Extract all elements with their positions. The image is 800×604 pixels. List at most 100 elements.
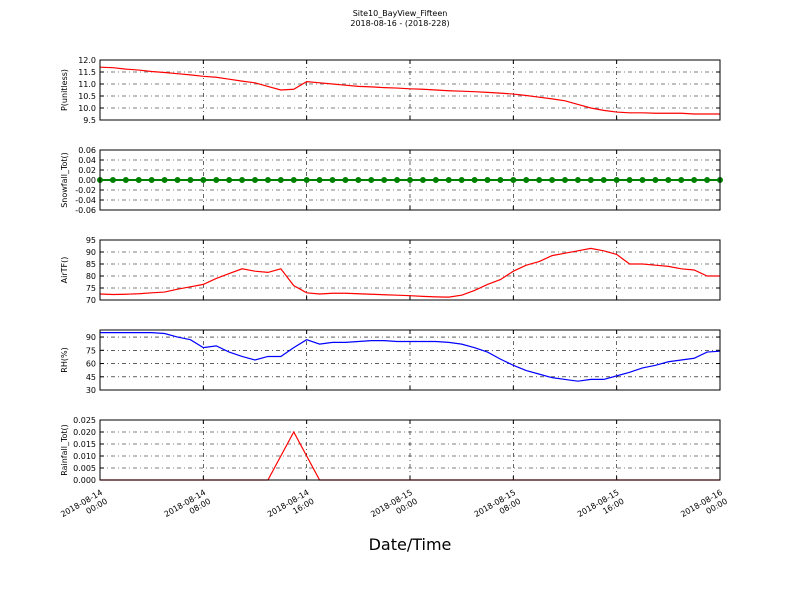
data-point — [109, 177, 116, 183]
y-tick-label: 75 — [86, 284, 96, 293]
data-point — [174, 177, 181, 183]
data-point — [355, 177, 362, 183]
x-tick-label: 2018-08-1416:00 — [266, 488, 316, 528]
y-tick-label: 0.06 — [78, 146, 96, 155]
data-point — [394, 177, 401, 183]
data-line — [100, 332, 721, 382]
data-point — [665, 177, 672, 183]
plot-frame — [99, 419, 721, 481]
y-tick-label: 0.005 — [73, 464, 96, 473]
x-tick-label: 2018-08-1400:00 — [59, 488, 109, 528]
plot-frame — [99, 239, 721, 301]
data-point — [277, 177, 284, 183]
data-point — [239, 177, 246, 183]
y-tick-label: 80 — [86, 272, 96, 281]
y-axis-label: P(unitless) — [60, 69, 69, 111]
y-tick-label: 0.020 — [73, 428, 96, 437]
y-tick-label: 90 — [86, 248, 96, 257]
data-point — [458, 177, 465, 183]
data-point — [303, 177, 310, 183]
data-point — [122, 177, 129, 183]
data-point — [213, 177, 220, 183]
data-point — [523, 177, 530, 183]
y-tick-label: -0.06 — [75, 206, 96, 215]
data-point — [342, 177, 349, 183]
y-tick-label: 0.015 — [73, 440, 96, 449]
x-tick-label: 2018-08-1500:00 — [369, 488, 419, 528]
plot-frame — [99, 59, 721, 121]
x-tick-label: 2018-08-1508:00 — [473, 488, 523, 528]
data-point — [252, 177, 258, 183]
data-point — [187, 177, 194, 183]
plot-frame — [99, 329, 721, 391]
y-tick-label: 10.0 — [78, 104, 96, 113]
data-point — [432, 177, 439, 183]
chart-title: Site10_BayView_Fifteen — [353, 9, 448, 18]
data-point — [226, 177, 233, 183]
x-tick-label: 2018-08-1516:00 — [576, 488, 626, 528]
data-point — [329, 177, 336, 183]
data-point — [135, 177, 142, 183]
y-tick-label: -0.02 — [75, 186, 96, 195]
y-tick-label: 0.010 — [73, 452, 96, 461]
y-tick-label: 90 — [86, 333, 96, 342]
y-tick-label: 85 — [86, 260, 96, 269]
y-axis-label: AirTF() — [60, 257, 69, 284]
data-point — [200, 177, 207, 183]
data-point — [613, 177, 620, 183]
y-axis-label: Snowfall_Tot() — [60, 152, 69, 208]
data-point — [419, 177, 426, 183]
data-line — [99, 247, 720, 298]
y-tick-label: 10.5 — [78, 92, 96, 101]
data-point — [704, 177, 711, 183]
plot-frame — [99, 149, 721, 211]
data-point — [652, 177, 659, 183]
y-axis-label: RH(%) — [60, 347, 69, 372]
data-point — [161, 177, 168, 183]
data-point — [148, 177, 155, 183]
data-point — [600, 177, 607, 183]
data-point — [497, 177, 504, 183]
data-point — [471, 177, 478, 183]
y-tick-label: 11.5 — [78, 68, 96, 77]
x-tick-label: 2018-08-1408:00 — [163, 488, 213, 528]
y-tick-label: -0.04 — [75, 196, 96, 205]
data-line — [99, 66, 720, 115]
data-point — [587, 177, 594, 183]
data-point — [510, 177, 517, 183]
y-tick-label: 0.00 — [78, 176, 96, 185]
x-axis-label: Date/Time — [369, 535, 452, 554]
y-tick-label: 0.04 — [78, 156, 96, 165]
y-tick-label: 30 — [86, 386, 96, 395]
data-point — [691, 177, 698, 183]
data-point — [484, 177, 491, 183]
y-tick-label: 0.000 — [73, 476, 96, 485]
data-point — [549, 177, 556, 183]
y-tick-label: 75 — [86, 346, 96, 355]
x-tick-label: 2018-08-1600:00 — [679, 488, 729, 528]
y-tick-label: 0.025 — [73, 416, 96, 425]
data-point — [407, 177, 413, 183]
y-axis-label: Rainfall_Tot() — [60, 424, 69, 476]
data-point — [264, 177, 271, 183]
data-point — [316, 177, 323, 183]
y-tick-label: 12.0 — [78, 56, 96, 65]
data-point — [536, 177, 543, 183]
data-point — [562, 177, 568, 183]
y-tick-label: 95 — [86, 236, 96, 245]
y-tick-label: 9.5 — [83, 116, 96, 125]
data-point — [639, 177, 646, 183]
y-tick-label: 45 — [86, 373, 96, 382]
y-tick-label: 0.02 — [78, 166, 96, 175]
data-point — [290, 177, 297, 183]
data-point — [574, 177, 581, 183]
data-point — [445, 177, 452, 183]
chart-subtitle: 2018-08-16 - (2018-228) — [350, 19, 449, 28]
data-point — [626, 177, 633, 183]
data-point — [381, 177, 388, 183]
y-tick-label: 11.0 — [78, 80, 96, 89]
data-point — [368, 177, 375, 183]
data-point — [678, 177, 685, 183]
y-tick-label: 60 — [86, 360, 96, 369]
